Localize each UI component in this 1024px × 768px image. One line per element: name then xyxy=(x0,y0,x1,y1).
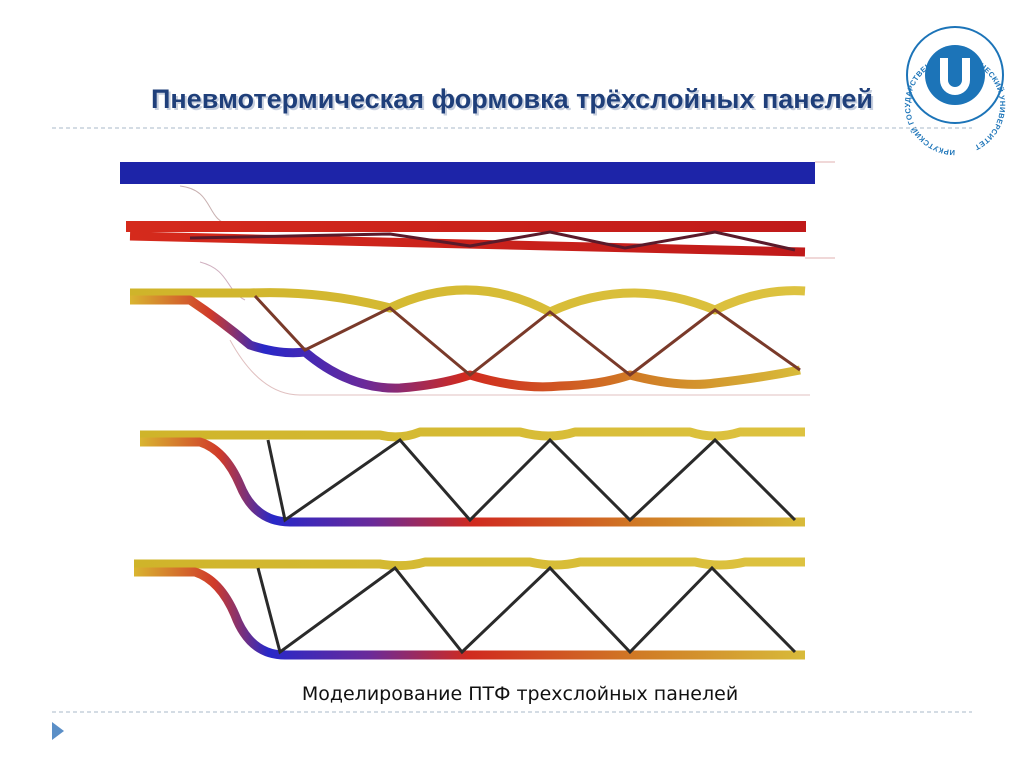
panel-sheet xyxy=(140,437,805,527)
caption: Моделирование ПТФ трехслойных панелей xyxy=(302,683,738,705)
panel-core xyxy=(189,230,796,252)
panel-sheet xyxy=(126,221,806,232)
panel-sheet xyxy=(134,557,805,571)
panel-sheet xyxy=(129,231,806,257)
panel-core xyxy=(256,565,797,655)
panel-5 xyxy=(134,557,805,660)
panel-4 xyxy=(140,427,805,527)
panel-sheet xyxy=(120,162,815,184)
die-line xyxy=(179,185,231,226)
panel-1 xyxy=(120,161,835,226)
logo-letter xyxy=(940,58,970,95)
slide-title: Пневмотермическая формовка трёхслойных п… xyxy=(151,84,873,114)
panel-sheet xyxy=(140,427,805,442)
title-shadow: Пневмотермическая формовка трёхслойных п… xyxy=(153,86,875,116)
nav-arrow xyxy=(52,722,64,740)
panel-core xyxy=(266,437,797,523)
panel-3 xyxy=(130,285,810,396)
die-line xyxy=(229,339,810,396)
panel-core xyxy=(253,294,801,377)
logo: ИРКУТСКИЙ ГОСУДАРСТВЕННЫЙ ТЕХНИЧЕСКИЙ УН… xyxy=(903,26,1007,157)
panel-sheet xyxy=(130,285,806,317)
panel-sheet xyxy=(134,567,805,660)
logo-core xyxy=(925,45,985,105)
panel-sheet xyxy=(130,295,801,393)
